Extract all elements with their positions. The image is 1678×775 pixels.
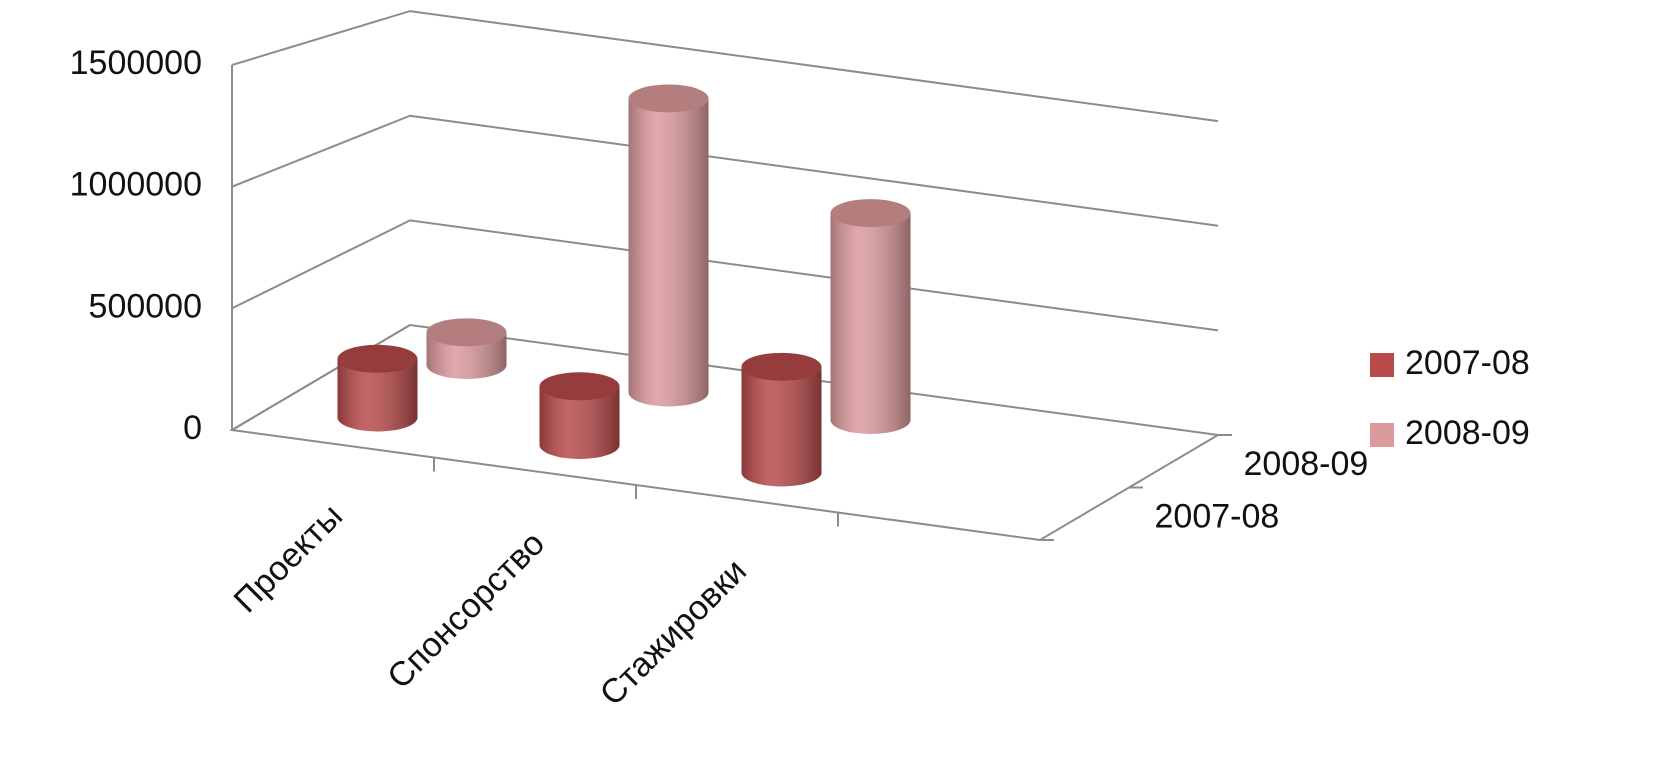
cylinder-top: [741, 352, 822, 381]
cylinder-shade: [741, 366, 822, 487]
cylinder-top: [830, 199, 911, 228]
y-tick-label: 1000000: [70, 166, 202, 204]
cylinder-top-shade: [337, 344, 418, 373]
cylinder-shade: [628, 98, 709, 407]
y-tick-label: 1500000: [70, 44, 202, 82]
grid-line: [231, 323, 1219, 436]
cylinder-top-shade: [628, 84, 709, 113]
cylinder: [628, 84, 709, 407]
cylinder-shade: [830, 213, 911, 435]
z-tick-label: 2008-09: [1244, 445, 1369, 483]
cylinder-top: [628, 84, 709, 113]
cylinder: [337, 344, 418, 432]
legend-swatch: [1370, 423, 1394, 447]
grid-line: [231, 10, 1219, 123]
x-tick-label: Стажировки: [593, 552, 754, 713]
cylinder: [539, 372, 620, 459]
legend-swatch: [1370, 353, 1394, 377]
legend-label: 2007-08: [1405, 344, 1530, 382]
z-tick-label: 2007-08: [1155, 498, 1280, 536]
cylinder-top: [539, 372, 620, 401]
cylinder: [741, 352, 822, 487]
cylinder-top: [337, 344, 418, 373]
grid-line: [231, 219, 1219, 332]
cylinder-top-shade: [830, 199, 911, 228]
cylinder: [830, 199, 911, 435]
cylinder: [426, 318, 507, 380]
grid-line: [231, 114, 1219, 227]
x-tick-label: Спонсорство: [380, 524, 552, 696]
cylinder-shade: [539, 386, 620, 459]
cylinder-top-shade: [426, 318, 507, 347]
cylinder-top: [426, 318, 507, 347]
legend-label: 2008-09: [1405, 414, 1530, 452]
y-tick-label: 500000: [89, 287, 202, 325]
cylinder-top-shade: [539, 372, 620, 401]
cylinder-top-shade: [741, 352, 822, 381]
x-tick-label: Проекты: [227, 497, 350, 620]
cylinder-shade: [337, 358, 418, 432]
y-tick-label: 0: [183, 409, 202, 447]
